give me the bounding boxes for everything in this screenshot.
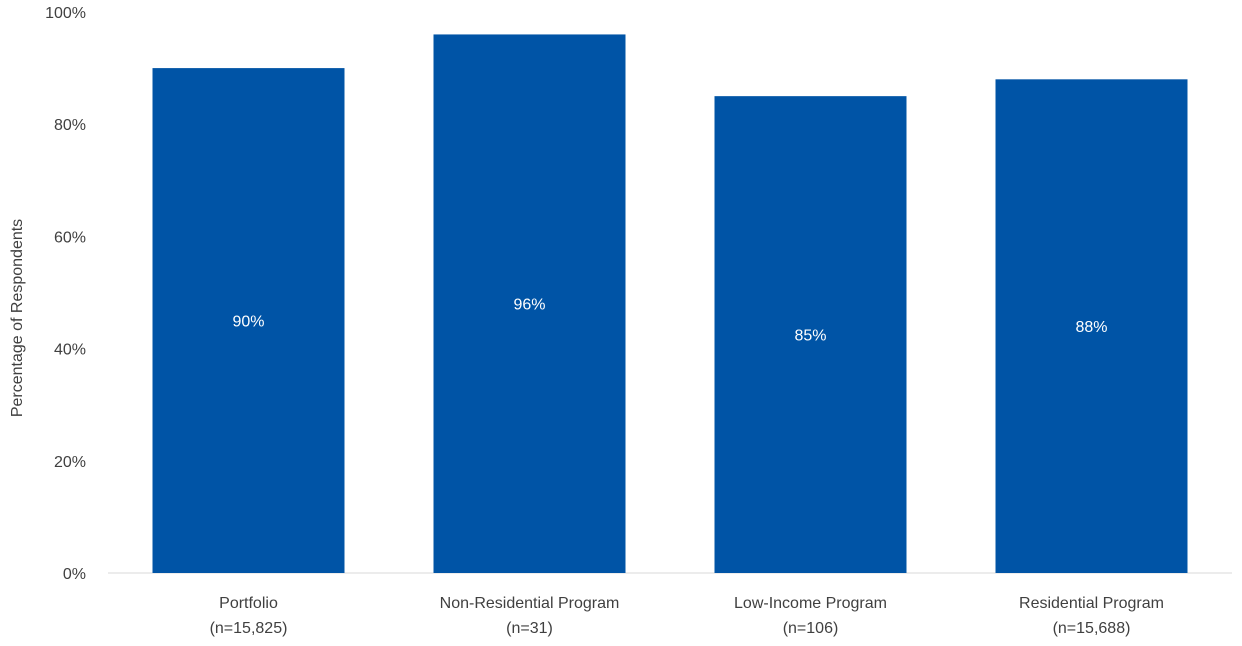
y-tick-label: 100% [45,5,86,22]
y-tick-label: 0% [63,566,86,583]
bars-group [152,34,1188,574]
y-tick-label: 20% [54,454,86,471]
data-label: 85% [794,328,826,345]
category-sample-size: (n=106) [783,620,839,637]
data-label: 90% [232,314,264,331]
y-tick-label: 60% [54,229,86,246]
category-sample-size: (n=31) [506,620,553,637]
bar [995,79,1188,573]
y-tick-label: 40% [54,342,86,359]
bar [152,68,345,573]
bar [433,34,626,573]
category-label: Low-Income Program [734,595,887,612]
category-label: Residential Program [1019,595,1164,612]
category-sample-size: (n=15,688) [1053,620,1131,637]
y-axis-ticks: 0% 20% 40% 60% 80% 100% [45,5,86,583]
data-label: 96% [513,297,545,314]
category-label: Portfolio [219,595,278,612]
data-labels-group: 90% 96% 85% 88% [232,297,1107,345]
y-axis-title: Percentage of Respondents [9,219,26,417]
category-labels-group: Portfolio (n=15,825) Non-Residential Progr… [210,595,1164,637]
y-tick-label: 80% [54,117,86,134]
category-label: Non-Residential Program [440,595,620,612]
bar [714,96,907,574]
category-sample-size: (n=15,825) [210,620,288,637]
data-label: 88% [1075,319,1107,336]
